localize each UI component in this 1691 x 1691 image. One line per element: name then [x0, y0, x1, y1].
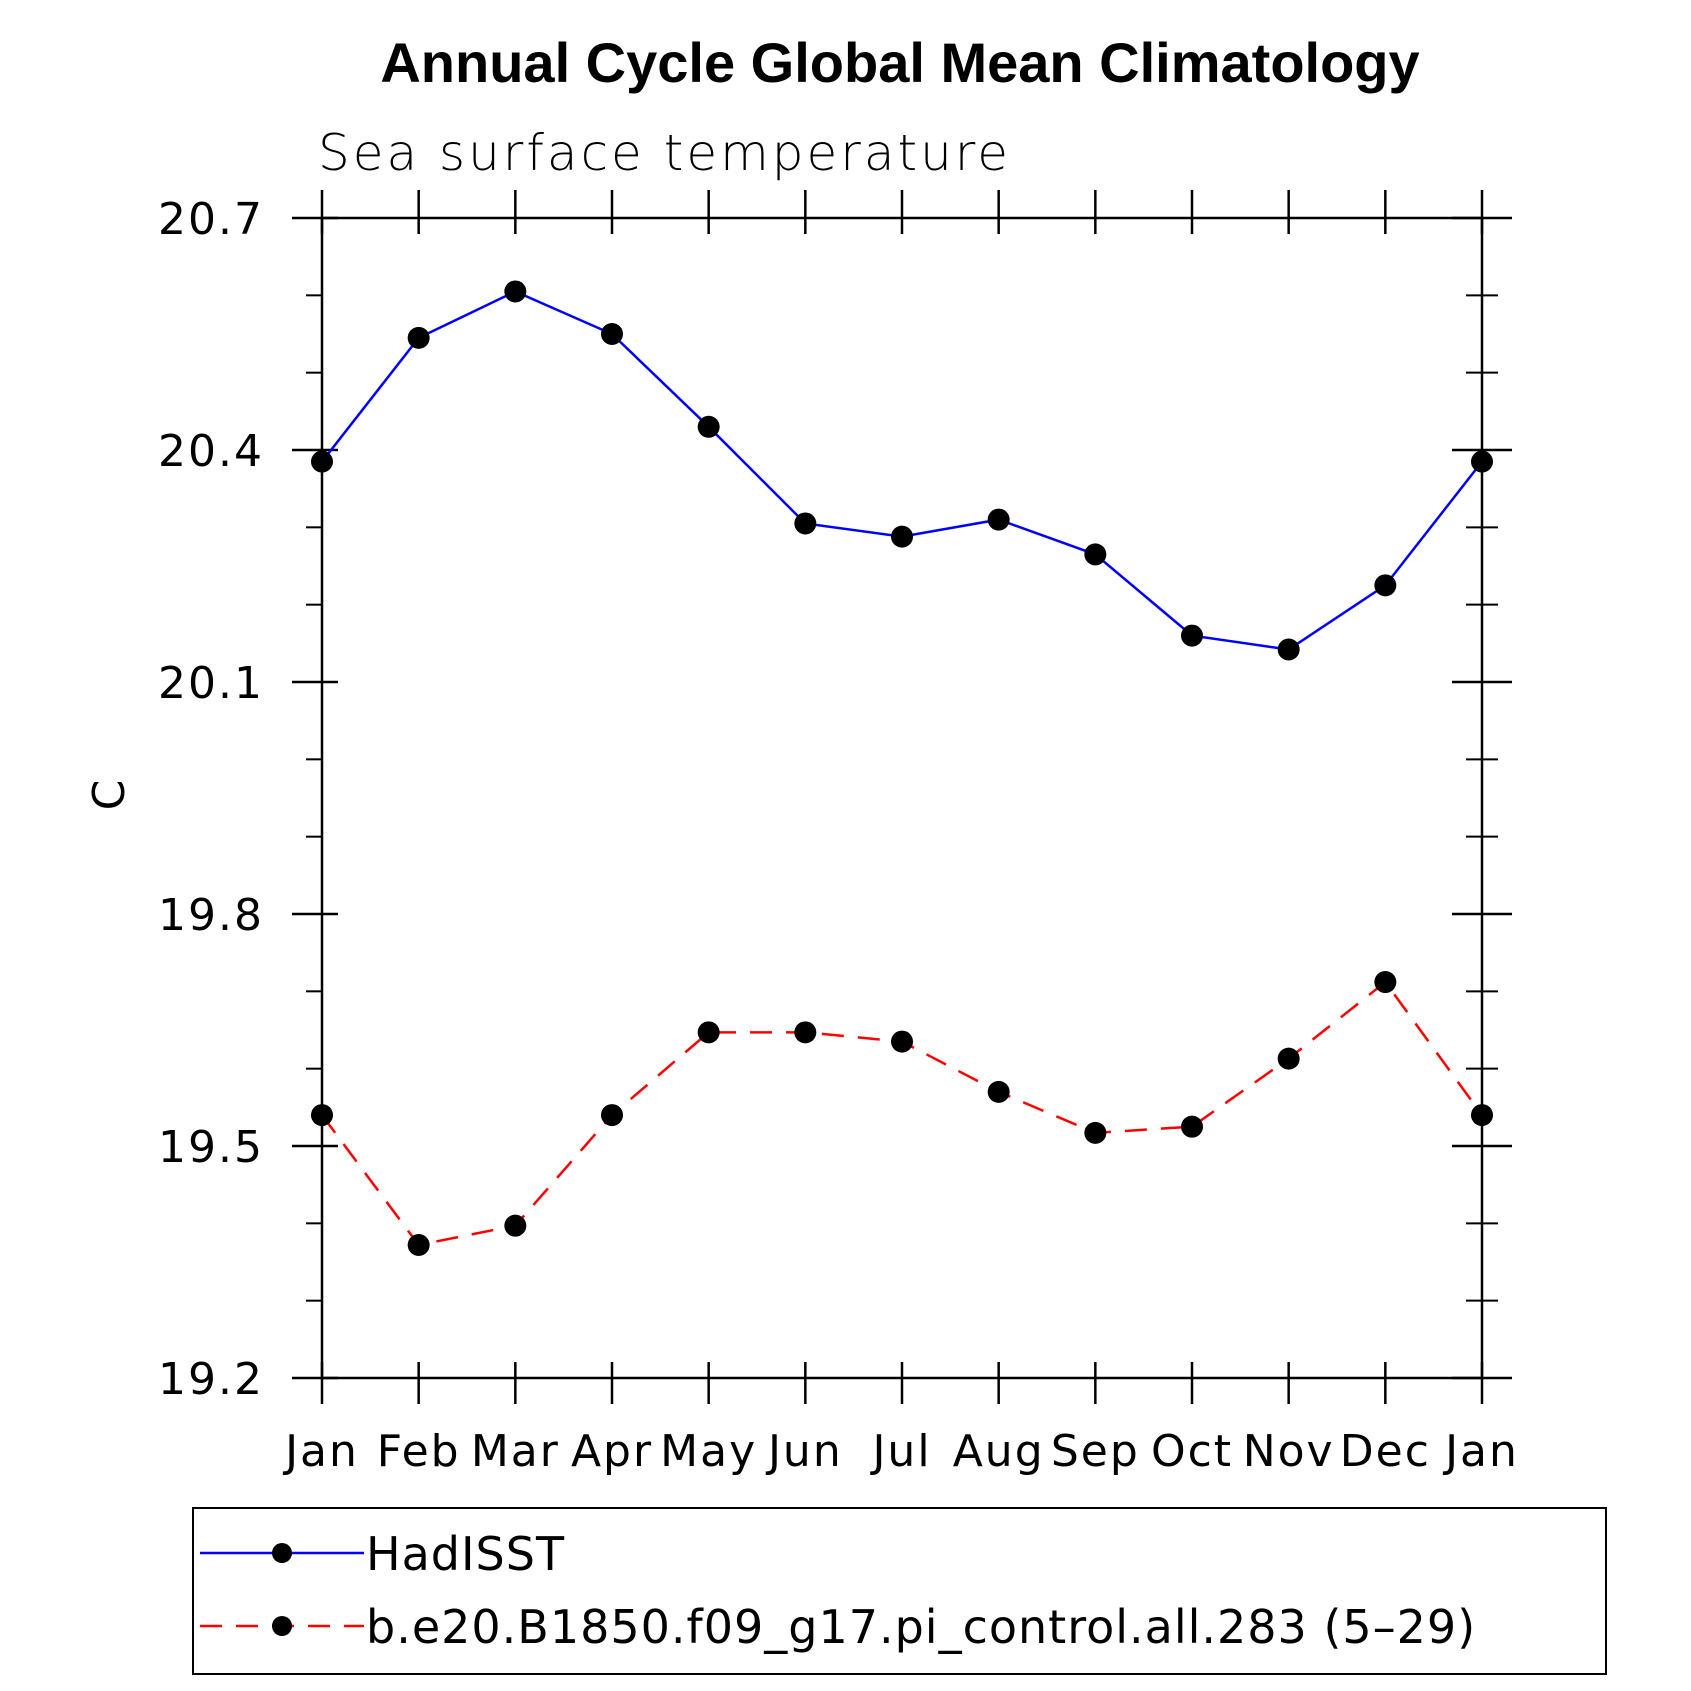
- x-tick-label: Jan: [1442, 1426, 1519, 1477]
- axes: Jan Feb Mar Apr May Jun Jul Aug Sep Oct Nov Dec Jan1…: [158, 190, 1519, 1477]
- series-1-point: [601, 1104, 623, 1127]
- series-1-point: [407, 1233, 430, 1256]
- series-1-point: [1471, 1104, 1493, 1127]
- x-tick-label: Jul: [869, 1426, 931, 1477]
- legend-label-model: b.e20.B1850.f09_g17.pi_control.all.283 (…: [366, 1600, 1476, 1654]
- x-tick-label: Nov: [1243, 1426, 1335, 1477]
- series-1-point: [1277, 1047, 1300, 1070]
- series-1-point: [504, 1214, 527, 1237]
- x-tick-label: Dec: [1340, 1426, 1431, 1477]
- series-0-point: [891, 525, 913, 548]
- series-1-point: [987, 1080, 1010, 1103]
- series-0-point: [1277, 638, 1300, 661]
- y-tick-label: 20.1: [158, 658, 264, 709]
- x-tick-label: May: [660, 1426, 757, 1477]
- series-1-point: [891, 1030, 913, 1053]
- series-0-point: [1084, 543, 1107, 566]
- plot-frame: [320, 216, 1484, 1380]
- series-layer: [311, 280, 1493, 1256]
- series-0-point: [504, 280, 527, 303]
- y-tick-label: 19.2: [158, 1354, 264, 1405]
- y-tick-label: 19.8: [158, 890, 264, 941]
- series-1-point: [1181, 1115, 1203, 1138]
- y-tick-label: 20.4: [158, 426, 264, 477]
- y-tick-label: 20.7: [158, 194, 264, 245]
- series-0-point: [987, 508, 1010, 531]
- legend-box: [192, 1507, 1607, 1675]
- series-1-point: [697, 1021, 720, 1044]
- series-1-point: [794, 1021, 817, 1044]
- series-1-point: [1084, 1121, 1107, 1144]
- chart-title: Annual Cycle Global Mean Climatology: [380, 31, 1419, 94]
- x-tick-label: Jan: [282, 1426, 359, 1477]
- series-line-0: [321, 290, 1483, 651]
- series-0-point: [1181, 624, 1203, 647]
- series-0-point: [697, 415, 720, 438]
- legend-marker-model: [272, 1616, 292, 1636]
- x-tick-label: Feb: [377, 1426, 461, 1477]
- x-tick-label: Sep: [1051, 1426, 1140, 1477]
- legend: HadISST b.e20.B1850.f09_g17.pi_control.a…: [192, 1507, 1607, 1675]
- series-0-point: [601, 323, 623, 345]
- x-tick-label: Oct: [1151, 1426, 1233, 1477]
- x-tick-label: Aug: [953, 1426, 1045, 1477]
- y-axis-label: C: [84, 780, 135, 811]
- series-0-point: [1374, 574, 1397, 597]
- x-tick-label: Mar: [471, 1426, 560, 1477]
- y-tick-label: 19.5: [158, 1122, 264, 1173]
- series-1-point: [311, 1104, 333, 1127]
- x-tick-label: Jun: [765, 1426, 843, 1477]
- series-1-point: [1374, 971, 1397, 994]
- legend-marker-hadisst: [272, 1543, 292, 1563]
- series-line-1: [320, 980, 1484, 1247]
- series-0-point: [794, 512, 817, 535]
- x-tick-label: Apr: [571, 1426, 653, 1477]
- series-0-point: [1471, 450, 1493, 473]
- legend-label-hadisst: HadISST: [366, 1527, 565, 1581]
- chart-subtitle: Sea surface temperature: [318, 124, 1011, 182]
- series-0-point: [311, 450, 333, 473]
- series-0-point: [407, 326, 430, 349]
